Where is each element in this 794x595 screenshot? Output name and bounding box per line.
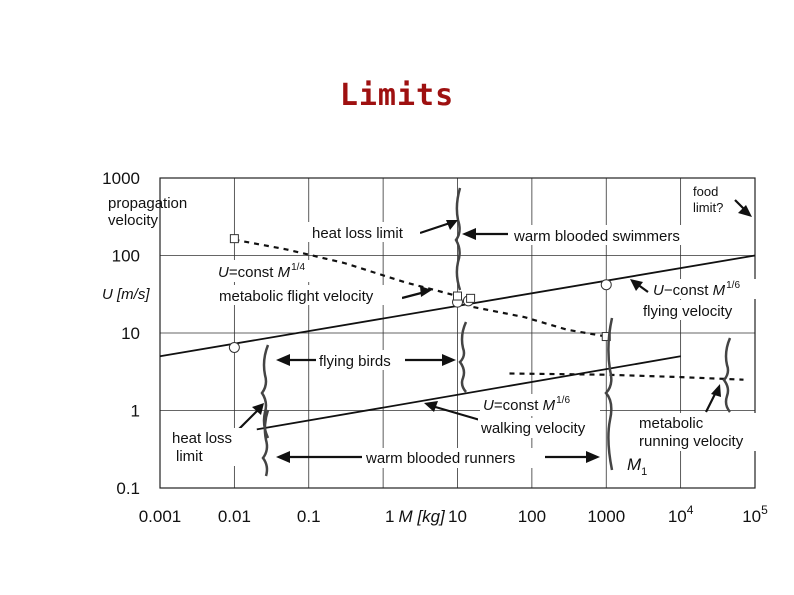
- label-metabolic-running-1: metabolic: [639, 415, 704, 432]
- label-bg-swimmers: [510, 225, 710, 245]
- y-tick-label: 0.1: [116, 479, 140, 498]
- brace-heat-loss-top: [454, 187, 462, 291]
- label-bg-metabolic-running: [636, 413, 762, 451]
- x-tick-label: 1000: [587, 507, 625, 526]
- square-marker: [466, 293, 476, 303]
- arrowhead-flying-velocity: [630, 279, 643, 291]
- label-bg-u16-flying: [650, 279, 758, 299]
- label-bg-u16-walking: [480, 394, 600, 416]
- label-walking-velocity: walking velocity: [480, 420, 586, 437]
- label-bg-flight: [216, 285, 402, 305]
- arrow-walking: [431, 404, 481, 422]
- x-tick-label: 10: [448, 507, 467, 526]
- arrowhead-flight: [420, 286, 432, 297]
- label-propagation-2: velocity: [108, 212, 159, 229]
- label-u-const-m14: U=const M1/4: [218, 262, 305, 281]
- label-heat-loss-left-2: limit: [176, 448, 203, 465]
- arrowhead-birds-right: [442, 354, 456, 366]
- x-tick-label: 0.1: [297, 507, 321, 526]
- label-bg-u14: [216, 260, 328, 282]
- label-bg-heat-loss-left: [168, 428, 244, 466]
- label-bg-heat-loss: [308, 222, 420, 242]
- y-tick-label: 1: [131, 402, 140, 421]
- label-heat-loss-left-1: heat loss: [172, 430, 232, 447]
- arrowhead-birds-left: [276, 354, 290, 366]
- series-line: [509, 372, 744, 381]
- circle-marker: [228, 341, 240, 353]
- arrowhead-runners-left: [276, 451, 290, 463]
- label-u-const-m16-flying: U−const M1/6: [653, 280, 740, 299]
- brace-metabolic-running: [722, 337, 732, 413]
- label-u-const-m16-walking: U=const M1/6: [483, 395, 570, 414]
- y-tick-label: 1000: [102, 169, 140, 188]
- arrow-metabolic-running: [705, 391, 717, 413]
- label-m1: M1: [627, 455, 647, 478]
- label-flying-birds: flying birds: [319, 353, 391, 370]
- y-axis-label: U [m/s]: [102, 286, 150, 303]
- circle-marker: [600, 279, 612, 291]
- x-tick-label: 104: [668, 503, 694, 526]
- arrowhead-metabolic-running: [711, 384, 721, 397]
- arrowhead-walking: [424, 401, 438, 412]
- arrowhead-food: [738, 205, 752, 217]
- x-tick-label: 0.01: [218, 507, 251, 526]
- label-flying-velocity: flying velocity: [643, 303, 733, 320]
- marker-group: [228, 234, 612, 353]
- x-tick-label: 105: [742, 503, 768, 526]
- label-bg-flying-birds: [316, 350, 404, 370]
- slide-title: Limits: [339, 78, 455, 113]
- plot-frame: [159, 177, 756, 489]
- arrows: [237, 199, 752, 463]
- x-tick-label: 0.001: [139, 507, 182, 526]
- label-bg-flying-velocity: [640, 300, 752, 320]
- brace-flying-birds-right: [458, 321, 468, 393]
- label-bg-runners: [363, 448, 545, 468]
- label-metabolic-running-2: running velocity: [639, 433, 744, 450]
- label-propagation-1: propagation: [108, 195, 187, 212]
- label-warm-blooded-swimmers: warm blooded swimmers: [513, 228, 680, 245]
- label-metabolic-flight: metabolic flight velocity: [219, 288, 374, 305]
- arrowhead-swimmers: [462, 228, 476, 240]
- arrowhead-heat-loss-left: [252, 403, 264, 415]
- label-food-1: food: [693, 184, 718, 199]
- arrow-heat-loss-top: [419, 220, 454, 235]
- label-food-2: limit?: [693, 200, 723, 215]
- braces: [260, 187, 732, 477]
- arrow-heat-loss-left: [237, 409, 259, 431]
- label-bg-walking: [478, 418, 604, 438]
- y-tick-label: 10: [121, 324, 140, 343]
- arrowhead-runners-right: [586, 451, 600, 463]
- y-tick-label: 100: [112, 247, 140, 266]
- brace-runners-left: [261, 409, 270, 477]
- label-heat-loss-limit: heat loss limit: [312, 225, 404, 242]
- square-marker: [229, 234, 239, 244]
- brace-flying-birds-left: [260, 344, 270, 439]
- label-warm-blooded-runners: warm blooded runners: [365, 450, 515, 467]
- arrowhead-heat-loss-top: [446, 220, 458, 230]
- x-tick-label: 100: [518, 507, 546, 526]
- tick-labels: 0.001 0.01 0.1 10 100 1000 104 105 1000 100 10 1 0.1: [102, 169, 768, 526]
- brace-runners-right: [604, 317, 614, 471]
- square-marker: [453, 291, 462, 301]
